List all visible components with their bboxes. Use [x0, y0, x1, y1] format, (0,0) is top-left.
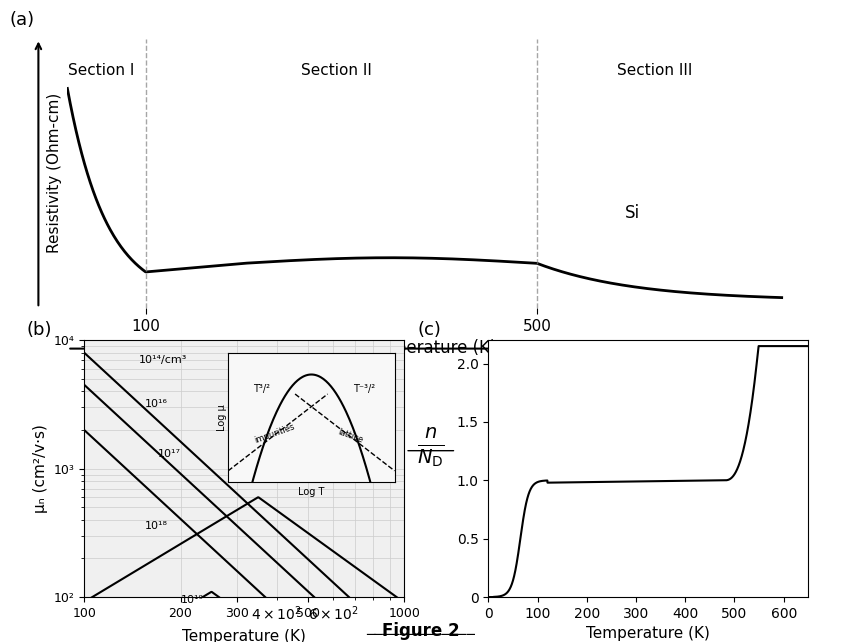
Text: (a): (a)	[9, 11, 35, 29]
X-axis label: Temperature (K): Temperature (K)	[362, 339, 497, 357]
Text: $\overline{N_{\mathrm{D}}}$: $\overline{N_{\mathrm{D}}}$	[417, 442, 445, 469]
Text: (c): (c)	[418, 321, 442, 339]
Text: 10¹⁸: 10¹⁸	[145, 521, 168, 531]
Text: (b): (b)	[27, 321, 52, 339]
Text: Section II: Section II	[301, 64, 372, 78]
Text: 10¹⁷: 10¹⁷	[158, 449, 181, 459]
X-axis label: Temperature (K): Temperature (K)	[586, 627, 711, 641]
Text: Figure 2: Figure 2	[382, 621, 460, 639]
Y-axis label: Resistivity (Ohm-cm): Resistivity (Ohm-cm)	[47, 93, 61, 254]
Text: 10¹⁹: 10¹⁹	[180, 595, 204, 605]
Text: 10¹⁶: 10¹⁶	[145, 399, 168, 409]
X-axis label: Temperature (K): Temperature (K)	[182, 629, 306, 642]
Y-axis label: μₙ (cm²/v·s): μₙ (cm²/v·s)	[33, 424, 48, 513]
Text: Section I: Section I	[68, 64, 135, 78]
Text: ─────────────: ─────────────	[366, 628, 476, 642]
Text: 10¹⁴/cm³: 10¹⁴/cm³	[139, 355, 187, 365]
Text: $n$: $n$	[424, 423, 437, 442]
Text: Section III: Section III	[617, 64, 692, 78]
Text: Si: Si	[625, 204, 640, 222]
